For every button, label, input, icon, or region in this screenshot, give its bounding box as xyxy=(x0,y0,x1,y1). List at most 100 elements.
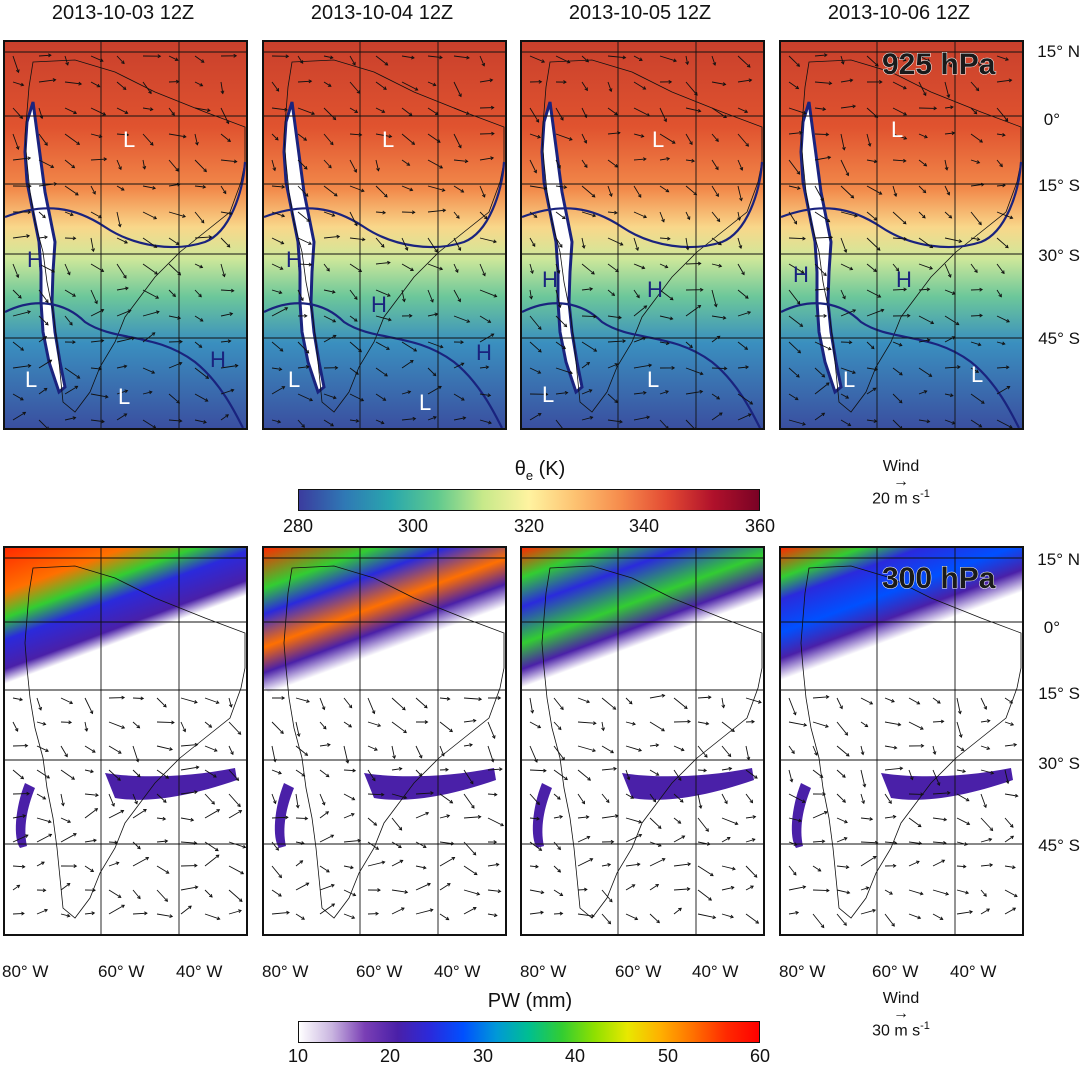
wind-arrowhead xyxy=(442,208,447,213)
wind-arrow xyxy=(349,211,358,226)
wind-arrowhead xyxy=(846,890,851,895)
wind-arrow xyxy=(970,237,980,241)
wind-arrow xyxy=(892,185,897,197)
wind-arrow xyxy=(659,390,669,395)
wind-arrow xyxy=(194,263,203,268)
wind-arrowhead xyxy=(472,906,477,911)
wind-arrow xyxy=(673,817,681,824)
wind-arrowhead xyxy=(15,146,20,150)
wind-arrowhead xyxy=(371,710,376,715)
wind-arrow xyxy=(980,793,987,808)
wind-arrowhead xyxy=(585,815,590,819)
wind-arrowhead xyxy=(614,399,619,404)
wind-arrowhead xyxy=(1008,424,1013,428)
wind-arrowhead xyxy=(490,156,495,161)
wind-arrowhead xyxy=(18,295,22,299)
lon-label: 80° W xyxy=(520,962,567,981)
wind-arrow xyxy=(836,721,848,736)
wind-arrowhead xyxy=(198,293,202,298)
colorbar-bottom-tick: 30 xyxy=(472,1046,494,1066)
wind-arrow xyxy=(60,817,71,823)
wind-arrow xyxy=(836,769,846,778)
wind-arrow xyxy=(892,288,907,291)
wind-arrow xyxy=(633,158,646,161)
wind-arrowhead xyxy=(96,83,101,88)
wind-arrowhead xyxy=(566,59,571,64)
wind-arrowhead xyxy=(144,911,148,916)
wind-arrowhead xyxy=(642,336,647,341)
wind-arrow xyxy=(840,263,853,270)
wind-arrowhead xyxy=(464,159,469,164)
wind-arrow xyxy=(737,79,752,83)
wind-arrow xyxy=(633,55,643,61)
wind-arrowhead xyxy=(744,109,749,114)
wind-arrowhead xyxy=(648,363,653,368)
wind-arrow xyxy=(228,769,239,781)
wind-arrowhead xyxy=(216,916,221,921)
wind-arrowhead xyxy=(537,413,542,417)
wind-arrowhead xyxy=(643,214,648,219)
wind-arrowhead xyxy=(791,750,795,755)
wind-arrow xyxy=(649,858,666,867)
wind-arrow xyxy=(956,817,970,825)
pressure-center-label: H xyxy=(793,262,809,287)
wind-arrowhead xyxy=(665,390,669,394)
pressure-center-label: H xyxy=(647,277,663,302)
wind-arrowhead xyxy=(799,130,803,135)
wind-arrow xyxy=(685,133,693,145)
wind-arrow xyxy=(194,185,206,188)
wind-arrowhead xyxy=(488,420,492,425)
wind-arrowhead xyxy=(152,425,157,428)
wind-arrow xyxy=(415,883,431,891)
wind-arrow xyxy=(836,837,848,843)
wind-arrowhead xyxy=(272,167,277,172)
wind-arrowhead xyxy=(944,166,949,171)
wind-arrowhead xyxy=(965,797,970,802)
wind-arrow xyxy=(814,367,825,378)
wind-arrowhead xyxy=(964,842,968,846)
wind-arrowhead xyxy=(211,800,215,805)
wind-arrowhead xyxy=(375,846,380,850)
wind-arrow xyxy=(1004,889,1018,897)
wind-arrow xyxy=(38,211,46,218)
colorbar-top xyxy=(298,489,760,511)
wind-arrowhead xyxy=(685,61,690,66)
wind-arrowhead xyxy=(973,110,978,115)
wind-arrow xyxy=(132,745,139,762)
pressure-center-label: L xyxy=(891,117,903,142)
wind-arrowhead xyxy=(466,55,470,60)
wind-arrow xyxy=(12,263,19,278)
wind-arrow xyxy=(996,55,1009,61)
wind-arrow xyxy=(812,721,829,728)
wind-arrowhead xyxy=(137,895,141,900)
wind-arrowhead xyxy=(965,890,970,895)
wind-arrow xyxy=(180,817,194,821)
wind-arrowhead xyxy=(117,894,122,898)
wind-arrow xyxy=(194,159,207,172)
wind-arrow xyxy=(745,885,754,891)
wind-arrow xyxy=(90,263,104,272)
wind-arrowhead xyxy=(661,727,665,732)
wind-arrowhead xyxy=(989,827,994,832)
wind-arrow xyxy=(12,365,31,369)
wind-arrow xyxy=(649,694,665,699)
wind-arrowhead xyxy=(374,747,378,751)
wind-arrow xyxy=(836,697,843,709)
wind-arrowhead xyxy=(923,390,928,394)
wind-arrowhead xyxy=(657,843,662,847)
wind-arrowhead xyxy=(48,53,52,58)
wind-arrowhead xyxy=(272,758,277,763)
wind-arrow xyxy=(892,341,902,346)
wind-arrow xyxy=(116,237,128,244)
wind-arrow xyxy=(297,393,313,401)
wind-arrowhead xyxy=(587,777,591,781)
wind-arrow xyxy=(12,311,31,317)
wind-arrow xyxy=(812,913,825,928)
wind-arrow xyxy=(64,107,77,114)
wind-arrow xyxy=(439,745,445,756)
wind-arrow xyxy=(297,133,307,141)
wind-arrow xyxy=(607,107,618,116)
wind-arrow xyxy=(84,721,88,732)
wind-arrowhead xyxy=(888,800,892,805)
wind-arrow xyxy=(64,289,76,297)
